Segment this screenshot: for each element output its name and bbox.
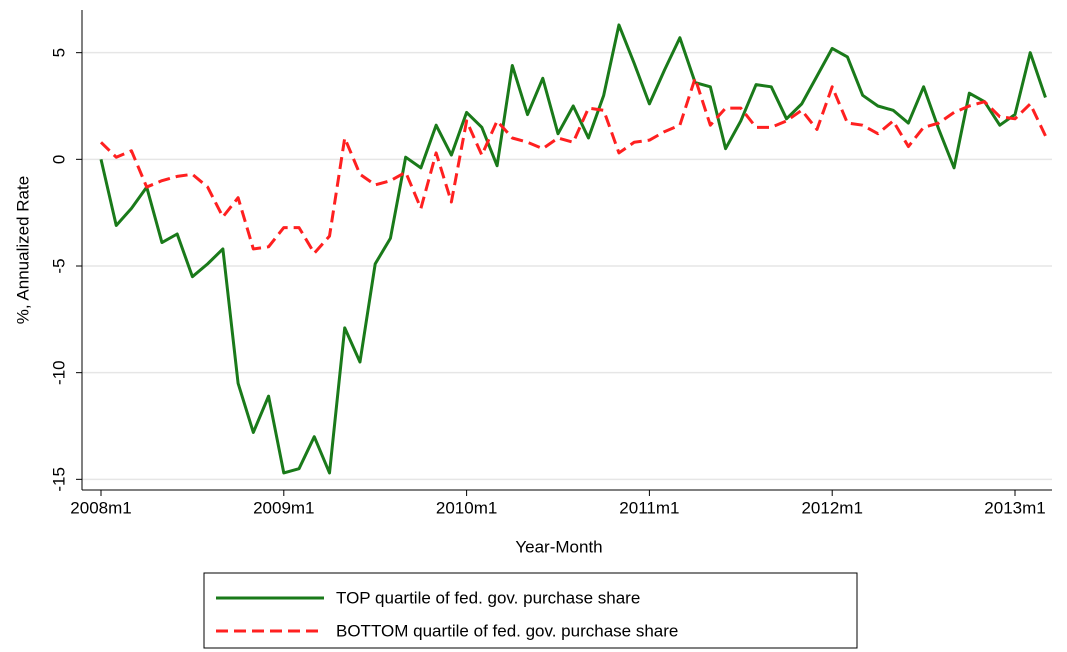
x-tick-label: 2012m1 bbox=[801, 498, 862, 517]
series-line bbox=[99, 76, 1047, 255]
y-tick-label: 0 bbox=[49, 155, 68, 164]
series-line bbox=[99, 23, 1047, 475]
x-tick-label: 2011m1 bbox=[619, 498, 679, 517]
x-tick-label: 2013m1 bbox=[984, 498, 1045, 517]
x-tick-label: 2009m1 bbox=[253, 498, 314, 517]
x-tick-label: 2010m1 bbox=[436, 498, 497, 517]
x-tick-label: 2008m1 bbox=[70, 498, 131, 517]
y-tick-label: -15 bbox=[49, 467, 68, 492]
legend-label: BOTTOM quartile of fed. gov. purchase sh… bbox=[336, 621, 678, 640]
x-axis-title: Year-Month bbox=[515, 537, 602, 556]
y-tick-label: 5 bbox=[49, 48, 68, 57]
y-tick-label: -5 bbox=[49, 258, 68, 273]
legend-box bbox=[203, 572, 858, 649]
legend-label: TOP quartile of fed. gov. purchase share bbox=[336, 588, 640, 607]
y-tick-label: -10 bbox=[49, 360, 68, 385]
y-axis-title: %, Annualized Rate bbox=[13, 176, 32, 324]
